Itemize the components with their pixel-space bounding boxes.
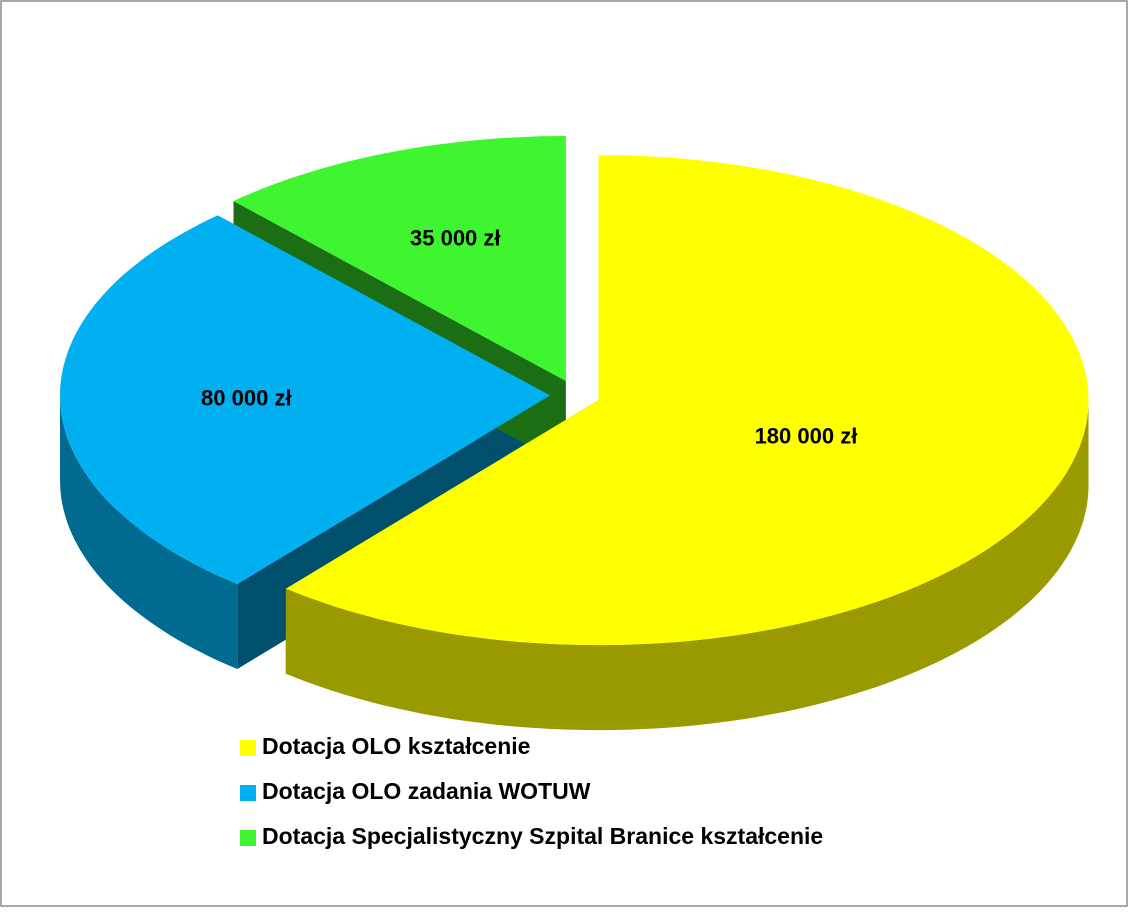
slice: [60, 215, 550, 584]
data-label: 80 000 zł: [201, 385, 292, 410]
slice: [285, 155, 1089, 646]
legend-swatch: [240, 740, 256, 756]
slice-side: [285, 400, 1089, 731]
data-label: 180 000 zł: [755, 423, 858, 448]
legend-swatch: [240, 830, 256, 846]
slice: [233, 136, 566, 381]
legend-label: Dotacja OLO zadania WOTUW: [262, 778, 591, 804]
legend-label: Dotacja OLO kształcenie: [262, 733, 530, 759]
legend-label: Dotacja Specjalistyczny Szpital Branice …: [262, 823, 823, 849]
data-label: 35 000 zł: [410, 225, 501, 250]
legend-swatch: [240, 785, 256, 801]
slice-side: [60, 395, 238, 669]
